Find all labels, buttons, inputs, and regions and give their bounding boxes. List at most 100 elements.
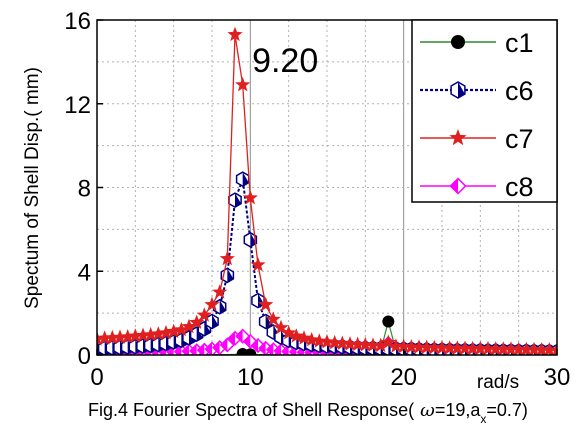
point-c7: [158, 325, 174, 340]
legend-marker-c7: [449, 129, 467, 146]
point-c7: [265, 311, 281, 326]
point-c7: [288, 328, 304, 343]
legend-marker-c8-fill: [450, 178, 458, 194]
point-c8-fill: [282, 344, 289, 355]
axis-ticks: 0 10 20 30 0 4 8 12 16: [64, 8, 570, 391]
point-c7: [419, 339, 435, 354]
caption-omega: ω: [420, 400, 435, 421]
point-c7: [97, 330, 113, 345]
point-c7: [227, 26, 243, 42]
point-c7: [388, 338, 404, 353]
point-c6: [228, 192, 242, 208]
point-c8-fill: [205, 342, 212, 355]
point-c7: [242, 190, 258, 205]
point-c8-fill: [197, 343, 205, 355]
point-c7: [120, 329, 136, 344]
point-c7: [127, 328, 143, 343]
point-c7: [319, 334, 335, 349]
point-c7: [549, 342, 557, 355]
point-c7: [480, 340, 496, 355]
point-c7: [472, 340, 488, 355]
legend-entry-c6: c6: [420, 76, 534, 106]
legend-label: c8: [505, 172, 534, 202]
point-c7: [518, 341, 534, 355]
caption-sub: x: [480, 412, 486, 426]
point-c7: [449, 340, 465, 355]
point-c7: [495, 341, 511, 355]
legend-label: c7: [505, 124, 534, 154]
peak-annotation: 9.20: [252, 42, 318, 80]
point-c7: [365, 337, 381, 352]
point-c8-fill: [220, 338, 228, 352]
legend-label: c1: [505, 28, 534, 58]
point-c6-outline: [235, 171, 250, 187]
point-c7: [258, 296, 274, 312]
legend-label: c6: [505, 76, 534, 106]
point-c7: [411, 339, 427, 354]
point-c7: [212, 284, 228, 299]
legend-entry-c7: c7: [420, 124, 534, 154]
legend-entry-c8: c8: [420, 172, 534, 202]
point-c7: [181, 318, 197, 334]
point-c7: [143, 326, 159, 342]
point-c7: [250, 257, 266, 272]
point-c8-fill: [190, 344, 197, 355]
point-c7: [219, 250, 235, 266]
x-tick-label: 10: [237, 364, 264, 391]
x-tick-label: 20: [390, 364, 417, 391]
point-c8: [242, 333, 258, 349]
point-c7: [173, 321, 189, 337]
point-c7: [426, 339, 442, 355]
point-c7: [465, 340, 481, 355]
y-tick-label: 12: [64, 92, 91, 119]
point-c6-fill: [235, 193, 242, 208]
point-c8-fill: [228, 331, 235, 345]
point-c6-fill: [227, 268, 234, 283]
point-c6-fill: [242, 172, 249, 187]
point-c6: [205, 313, 219, 330]
point-c7: [403, 339, 419, 354]
point-c7: [534, 342, 550, 355]
point-c7: [327, 334, 343, 350]
point-c8-fill: [174, 345, 182, 355]
point-c8-fill: [251, 339, 258, 353]
point-c8-fill: [243, 334, 251, 348]
caption-end: =0.7): [486, 400, 528, 420]
y-tick-label: 4: [78, 259, 91, 286]
point-c6-fill: [557, 345, 563, 359]
y-tick-label: 16: [64, 8, 91, 35]
point-c8-fill: [182, 344, 189, 355]
point-c7: [457, 340, 473, 355]
point-c7: [350, 336, 366, 351]
legend-marker-c6-fill: [458, 82, 465, 98]
point-c8: [219, 337, 235, 353]
x-axis-unit: rad/s: [477, 372, 519, 393]
point-c6: [243, 231, 258, 248]
point-c7: [196, 307, 212, 322]
figure-caption: Fig.4 Fourier Spectra of Shell Response(…: [88, 400, 528, 426]
point-c7: [511, 341, 527, 355]
caption-main: Fig.4 Fourier Spectra of Shell Response(: [88, 400, 414, 420]
legend-marker-c8: [449, 177, 467, 195]
legend-marker-c6: [450, 81, 466, 99]
point-c7: [235, 76, 251, 92]
point-c7: [342, 336, 358, 351]
point-c6-fill: [219, 299, 226, 314]
y-tick-label: 8: [78, 176, 91, 203]
legend-entry-c1: c1: [420, 28, 534, 58]
point-c7: [273, 319, 289, 335]
point-c7: [166, 323, 182, 338]
point-c7: [296, 330, 312, 345]
point-c6: [235, 171, 250, 187]
point-c7: [112, 329, 128, 344]
point-c7: [380, 334, 396, 349]
point-c8-fill: [213, 341, 220, 355]
point-c7: [396, 338, 412, 354]
x-tick-label: 0: [90, 364, 103, 391]
point-c7: [304, 331, 320, 347]
point-c7: [281, 325, 297, 340]
point-c6-fill: [212, 314, 219, 329]
point-c7: [488, 341, 504, 355]
legend-box: [411, 19, 558, 203]
